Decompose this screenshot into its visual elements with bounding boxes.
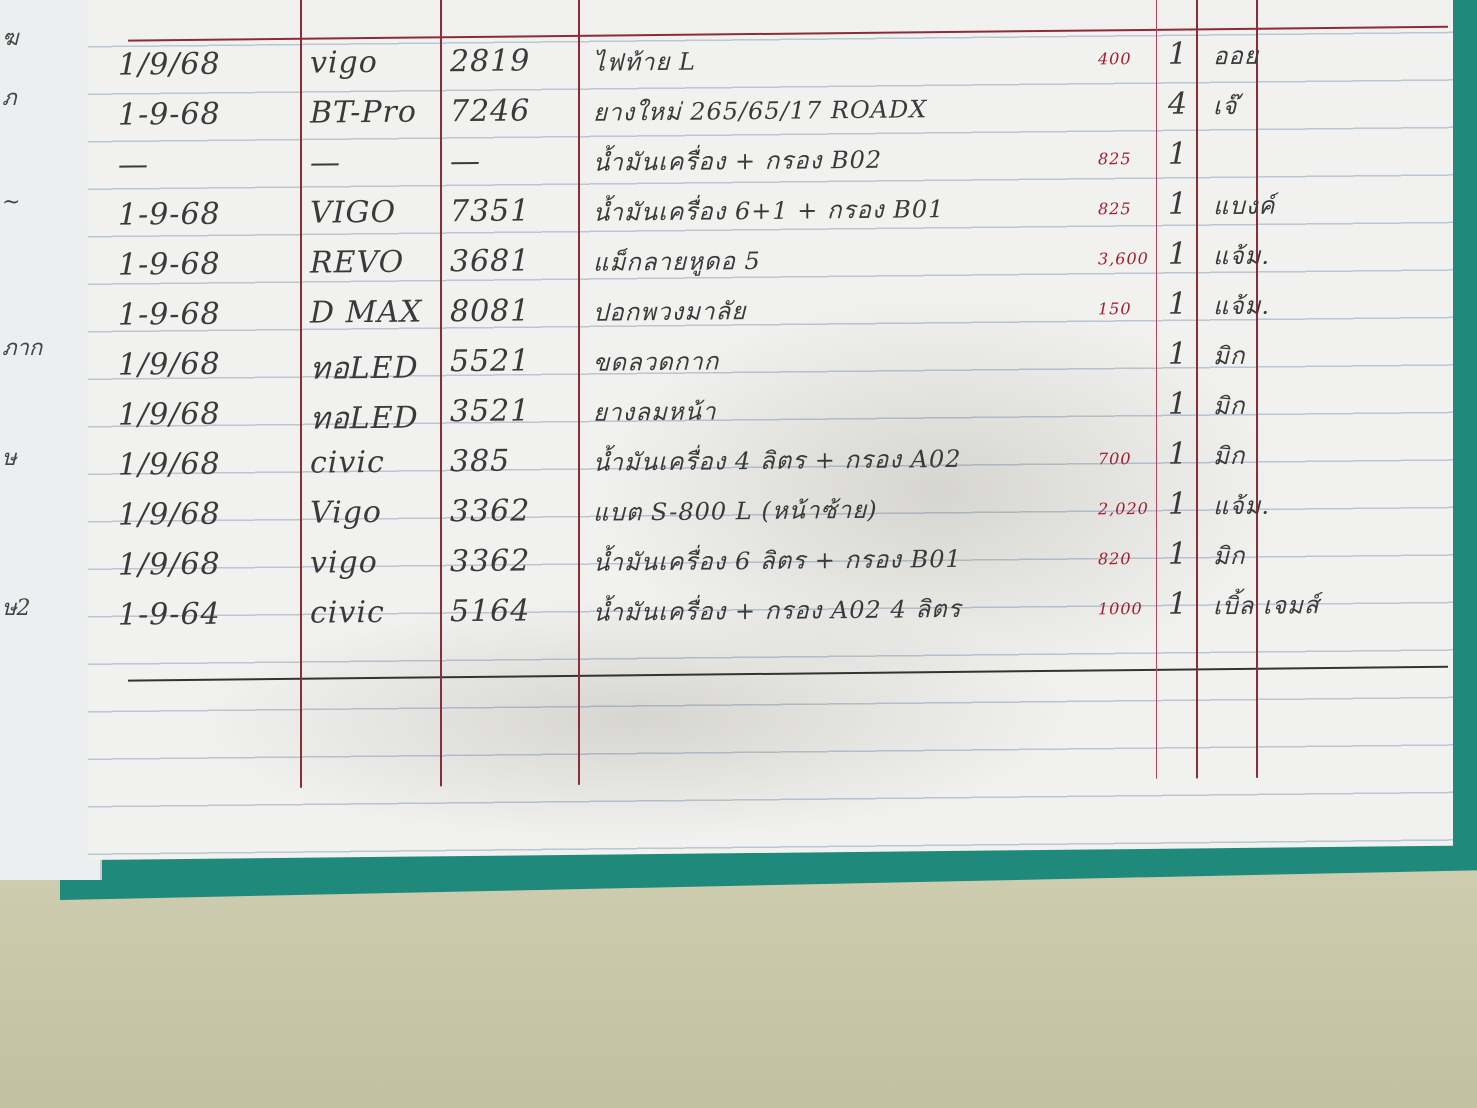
cell-item: ขดลวดกาก (593, 347, 720, 377)
cell-item: ไฟท้าย L (593, 47, 696, 77)
cell-plate: 2819 (450, 43, 531, 80)
cell-price: 700 (1098, 449, 1132, 469)
left-page: ฆภ ~ ภาก ษษ2 (0, 0, 102, 880)
cell-car: Vigo (310, 494, 382, 531)
cell-staff: ออย (1213, 41, 1259, 71)
cell-item: ยางใหม่ 265/65/17 ROADX (593, 95, 928, 127)
cell-staff: มิก (1213, 391, 1246, 421)
cell-qty: 1 (1168, 536, 1189, 572)
cell-item: น้ำมันเครื่อง 6+1 + กรอง B01 (593, 195, 945, 227)
cell-item: แบต S-800 L (หน้าซ้าย) (593, 495, 878, 527)
cell-staff: เจ๊ (1213, 91, 1238, 121)
cell-qty: 1 (1168, 36, 1189, 72)
cell-plate: 3681 (450, 243, 531, 280)
cell-car: ทอLED (310, 400, 419, 437)
cell-item: น้ำมันเครื่อง + กรอง B02 (593, 145, 883, 177)
cell-qty: 1 (1168, 286, 1189, 322)
cell-plate: 5521 (450, 343, 531, 380)
cell-car: vigo (310, 44, 378, 81)
cell-price: 400 (1098, 49, 1132, 69)
cell-price: 2,020 (1098, 498, 1149, 519)
cell-plate: 3521 (450, 393, 531, 430)
cell-staff: แจ้ม. (1213, 491, 1270, 521)
cell-staff: มิก (1213, 341, 1246, 371)
cell-date: 1-9-68 (118, 196, 221, 233)
cell-staff: แจ้ม. (1213, 291, 1270, 321)
cell-car: vigo (310, 544, 378, 581)
cell-qty: 1 (1168, 486, 1189, 522)
floor (0, 860, 1477, 1108)
cell-car: D MAX (310, 294, 423, 331)
cell-qty: 1 (1168, 136, 1189, 172)
cell-qty: 4 (1168, 86, 1189, 122)
cell-item: ปอกพวงมาลัย (593, 297, 747, 327)
cell-plate: 3362 (450, 543, 531, 580)
cell-price: 820 (1098, 549, 1132, 569)
cell-staff: มิก (1213, 541, 1246, 571)
cell-date: 1/9/68 (118, 546, 221, 583)
cell-date: 1-9-68 (118, 96, 221, 133)
cell-car: VIGO (310, 194, 397, 231)
cell-qty: 1 (1168, 236, 1189, 272)
cell-item: ยางลมหน้า (593, 397, 717, 427)
cell-date: 1/9/68 (118, 446, 221, 483)
cell-date: 1-9-68 (118, 296, 221, 333)
cell-plate: 5164 (450, 593, 531, 630)
cell-car: civic (310, 444, 385, 481)
cell-date: 1-9-64 (118, 596, 221, 633)
cell-plate: 3362 (450, 493, 531, 530)
cell-date: 1/9/68 (118, 346, 221, 383)
cell-plate: 7246 (450, 93, 531, 130)
cell-plate: — (450, 143, 481, 180)
cell-price: 1000 (1098, 598, 1143, 619)
cell-price: 3,600 (1098, 248, 1149, 269)
cell-plate: 8081 (450, 293, 531, 330)
cell-qty: 1 (1168, 186, 1189, 222)
cell-item: น้ำมันเครื่อง + กรอง A02 4 ลิตร (593, 594, 962, 627)
cell-car: ทอLED (310, 350, 419, 387)
ledger-page: 1/9/68 vigo 2819 ไฟท้าย L 400 1 ออย 1-9-68 BT-Pr… (88, 0, 1453, 861)
cell-staff: แจ้ม. (1213, 241, 1270, 271)
cell-date: 1-9-68 (118, 246, 221, 283)
cell-staff: แบงค์ (1213, 191, 1276, 221)
cell-date: 1/9/68 (118, 396, 221, 433)
cell-price: 150 (1098, 299, 1132, 319)
cell-price: 825 (1098, 199, 1132, 219)
cell-qty: 1 (1168, 336, 1189, 372)
cell-car: civic (310, 594, 385, 631)
cell-date: — (118, 147, 149, 183)
cell-car: REVO (310, 244, 405, 281)
cell-car: BT-Pro (310, 94, 417, 131)
cell-car: — (310, 145, 341, 181)
cell-qty: 1 (1168, 586, 1189, 622)
cell-price: 825 (1098, 149, 1132, 169)
cell-plate: 7351 (450, 193, 531, 230)
cell-date: 1/9/68 (118, 496, 221, 533)
cell-date: 1/9/68 (118, 46, 221, 83)
cell-staff: มิก (1213, 441, 1246, 471)
cell-qty: 1 (1168, 386, 1189, 422)
cell-qty: 1 (1168, 436, 1189, 472)
cell-item: น้ำมันเครื่อง 4 ลิตร + กรอง A02 (593, 444, 962, 477)
cell-item: แม็กลายหูดอ 5 (593, 246, 761, 277)
cell-plate: 385 (450, 443, 511, 480)
cell-item: น้ำมันเครื่อง 6 ลิตร + กรอง B01 (593, 544, 962, 577)
cell-staff: เบิ้ล เจมส์ (1213, 591, 1320, 621)
ledger-row: 1-9-64 civic 5164 น้ำมันเครื่อง + กรอง A02 … (88, 580, 1453, 640)
